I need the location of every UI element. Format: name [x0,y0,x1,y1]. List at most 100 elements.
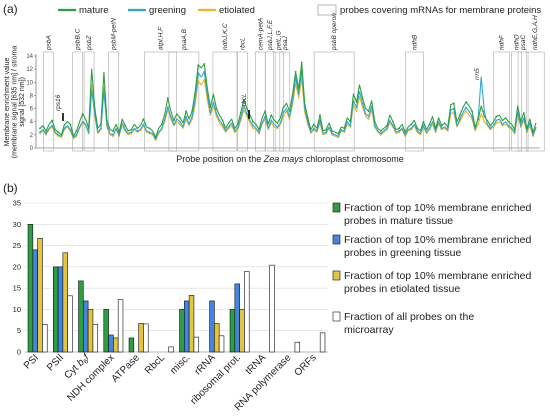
membrane-probe-box [72,51,83,152]
gene-label: psbA [45,35,52,51]
series-point-mature [264,110,267,113]
series-point-greening [246,112,248,115]
bar [319,332,326,353]
series-point-greening [172,123,175,126]
series-point-etiolated [489,128,492,131]
series-point-mature [513,128,516,131]
bar [42,324,48,353]
series-point-etiolated [45,133,47,136]
legend-box-label: probes covering mRNAs for membrane prote… [340,5,541,16]
series-point-greening [440,127,443,130]
membrane-probe-box [511,51,522,152]
y-tick-label: 0 [30,146,34,152]
series-point-mature [404,131,407,134]
series-point-mature [215,107,218,110]
series-point-mature [312,123,315,126]
series-point-greening [57,133,60,136]
series-point-mature [300,61,303,64]
gene-label: rbcL [239,37,246,50]
series-point-greening [416,130,419,132]
series-point-mature [452,102,455,105]
series-point-mature [398,127,400,130]
legend-label-line: Fraction of top 10% membrane enriched [344,202,532,214]
y-tick-label: 14 [26,54,33,60]
series-point-mature [392,120,394,123]
series-point-mature [337,132,340,135]
series-point-greening [112,133,114,136]
series-point-mature [203,62,206,65]
membrane-probe-box [237,51,248,152]
series-point-greening [361,102,364,105]
series-point-mature [471,110,473,113]
series-point-greening [215,112,218,115]
bar [218,335,225,353]
bar [32,249,38,353]
series-point-mature [246,107,248,110]
bar [179,309,185,353]
gene-label: psbB operon [331,13,338,51]
gene-label: ndhB [411,34,418,50]
y-tick-label: 10 [26,80,33,86]
series-point-mature [446,126,449,128]
series-point-mature [39,127,41,130]
series-point-mature [270,114,273,117]
y-tick-label: 35 [13,199,21,208]
y-tick-label: 8 [30,93,34,99]
legend-box-swatch [317,4,337,16]
bar [193,336,200,353]
y-tick-label: 25 [13,241,21,250]
legend-label: Fraction of top 10% membrane enriched pro… [344,270,532,295]
bar [62,252,68,353]
series-point-greening [75,133,78,136]
membrane-probe-box [517,51,529,152]
bar [244,271,250,353]
series-point-etiolated [337,136,340,139]
series-point-etiolated [136,131,139,134]
membrane-probe-boxes [43,51,545,152]
series-point-greening [367,115,370,118]
bar [52,266,59,353]
series-point-greening [51,124,54,127]
series-point-mature [349,120,352,123]
gene-label: psbZ [86,35,93,51]
series-point-mature [525,127,528,130]
bar [92,324,99,353]
series-point-greening [209,111,212,114]
y-axis-label-line: (membrane signal [635 nm] / stroma [12,46,19,159]
y-tick-label: 2 [30,133,34,139]
series-point-etiolated [398,131,400,134]
series-point-mature [410,123,413,126]
gene-label: psbJ,L,F,E [267,19,274,51]
series-point-mature [276,122,279,124]
membrane-probe-box [255,51,266,152]
legend-swatch [332,202,341,213]
series-point-greening [446,128,449,131]
series-point-greening [270,119,273,122]
bar [103,309,109,353]
series-point-etiolated [361,106,364,109]
bar [143,323,149,353]
series-point-greening [233,130,236,132]
series-point-etiolated [276,127,279,130]
series-point-mature [51,119,54,122]
series-point-greening [166,106,169,109]
series-point-mature [124,124,127,127]
series-point-mature [532,131,534,134]
series-point-greening [142,123,145,126]
series-point-greening [398,130,400,132]
gene-label: ndhD [514,34,521,50]
legend-label-line: Fraction of top 10% membrane enriched [344,270,532,282]
series-point-greening [385,127,388,130]
series-point-mature [495,115,498,118]
series-point-etiolated [519,126,522,128]
series-point-mature [294,70,297,73]
series-point-mature [142,118,145,120]
series-point-greening [501,123,504,126]
legend-label-etiolated: etiolated [219,5,255,16]
series-point-etiolated [495,122,498,124]
membrane-probe-box [144,51,177,152]
series-point-greening [106,123,108,126]
series-point-mature [507,120,510,123]
bar [117,299,124,353]
bar [128,337,135,353]
